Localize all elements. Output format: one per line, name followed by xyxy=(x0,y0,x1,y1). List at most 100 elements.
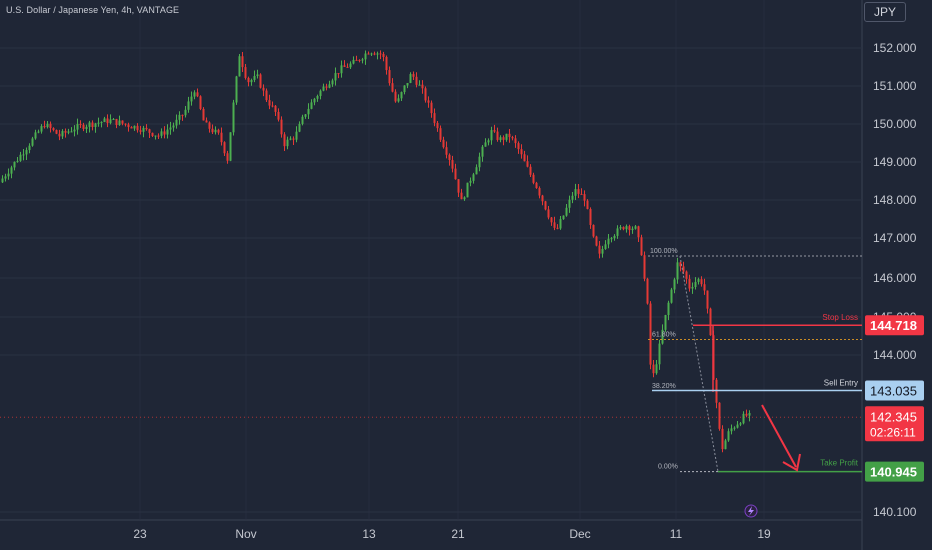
candle-body xyxy=(199,96,202,109)
candle-body xyxy=(496,131,499,140)
candle-body xyxy=(559,219,562,229)
candle-body xyxy=(493,130,496,132)
candle-body xyxy=(427,100,430,103)
candle-body xyxy=(298,123,301,132)
fib-level-label: 61.80% xyxy=(652,331,676,338)
candle-body xyxy=(391,83,394,92)
trade-overlays: 100.00% 61.80% 38.20% 0.00% Stop Loss Sell En… xyxy=(0,248,862,518)
sell-entry-price: 143.035 xyxy=(870,384,917,399)
candle-body xyxy=(52,128,55,131)
candle-body xyxy=(724,440,727,450)
candle-body xyxy=(676,262,679,280)
candle-body xyxy=(220,132,223,143)
y-tick-label: 150.000 xyxy=(873,117,917,131)
candle-body xyxy=(499,137,502,140)
candle-body xyxy=(511,137,514,139)
candle-body xyxy=(337,73,340,75)
candle-body xyxy=(586,200,589,210)
grid-lines xyxy=(0,0,863,550)
candle-body xyxy=(673,279,676,290)
candle-body xyxy=(718,402,721,429)
candle-body xyxy=(475,167,478,175)
candle-body xyxy=(76,123,79,130)
candle-body xyxy=(163,131,166,135)
candle-body xyxy=(565,207,568,216)
projection-arrowhead-icon xyxy=(782,453,801,472)
lightning-bolt-icon xyxy=(748,506,754,516)
candle-body xyxy=(43,126,46,128)
candle-body xyxy=(679,262,682,267)
candle-body xyxy=(280,119,283,135)
candle-body xyxy=(418,84,421,86)
current-price-badge xyxy=(865,406,924,442)
take-profit-price: 140.945 xyxy=(870,465,917,480)
candle-body xyxy=(301,116,304,124)
candle-body xyxy=(634,226,637,229)
candle-body xyxy=(406,82,409,86)
candle-body xyxy=(487,140,490,143)
fib-level-label: 0.00% xyxy=(658,464,678,471)
candle-body xyxy=(283,134,286,147)
candle-body xyxy=(25,150,28,155)
candle-body xyxy=(700,279,703,285)
candle-body xyxy=(253,76,256,80)
candle-body xyxy=(334,73,337,81)
candle-body xyxy=(367,53,370,55)
candle-body xyxy=(361,59,364,61)
candle-body xyxy=(10,167,13,174)
candle-body xyxy=(340,65,343,74)
candle-body xyxy=(598,245,601,254)
candle-body xyxy=(307,108,310,115)
candle-body xyxy=(364,53,367,60)
candle-body xyxy=(442,139,445,148)
candle-body xyxy=(709,308,712,336)
candle-body xyxy=(346,66,349,68)
candle-body xyxy=(742,413,745,424)
candle-body xyxy=(457,179,460,193)
candle-body xyxy=(730,428,733,432)
candle-body xyxy=(193,92,196,97)
candle-body xyxy=(325,86,328,88)
candle-body xyxy=(70,131,73,133)
candle-body xyxy=(421,84,424,89)
candle-body xyxy=(643,255,646,279)
candle-body xyxy=(289,138,292,140)
candle-body xyxy=(535,182,538,189)
candle-body xyxy=(373,53,376,55)
x-tick-label: 21 xyxy=(451,527,465,541)
fib-trend-line xyxy=(679,255,719,472)
candle-body xyxy=(322,86,325,91)
candle-body xyxy=(721,428,724,450)
candle-body xyxy=(580,193,583,195)
candle-body xyxy=(595,236,598,246)
candle-body xyxy=(430,102,433,114)
candle-body xyxy=(256,74,259,77)
candle-body xyxy=(127,124,130,128)
candle-body xyxy=(529,166,532,175)
candle-body xyxy=(82,124,85,130)
price-axis: 152.000 151.000 150.000 149.000 148.000 147.0… xyxy=(865,41,924,519)
candle-body xyxy=(202,108,205,121)
chart-title: U.S. Dollar / Japanese Yen, 4h, VANTAGE xyxy=(6,5,180,15)
candle-body xyxy=(739,423,742,425)
candle-body xyxy=(295,131,298,140)
candle-body xyxy=(469,180,472,183)
candle-body xyxy=(223,142,226,154)
y-tick-label: 152.000 xyxy=(873,41,917,55)
candle-body xyxy=(100,122,103,124)
candle-body xyxy=(121,120,124,124)
candle-body xyxy=(568,199,571,208)
candle-body xyxy=(424,88,427,101)
candle-body xyxy=(115,118,118,125)
candle-body xyxy=(685,271,688,279)
candle-body xyxy=(592,224,595,237)
candle-body xyxy=(145,127,148,130)
candle-body xyxy=(229,132,232,161)
current-price: 142.345 xyxy=(870,409,917,424)
candle-body xyxy=(250,79,253,83)
candle-body xyxy=(370,53,373,55)
currency-unit[interactable]: JPY xyxy=(864,2,906,22)
candle-body xyxy=(355,59,358,61)
y-tick-label: 148.000 xyxy=(873,193,917,207)
